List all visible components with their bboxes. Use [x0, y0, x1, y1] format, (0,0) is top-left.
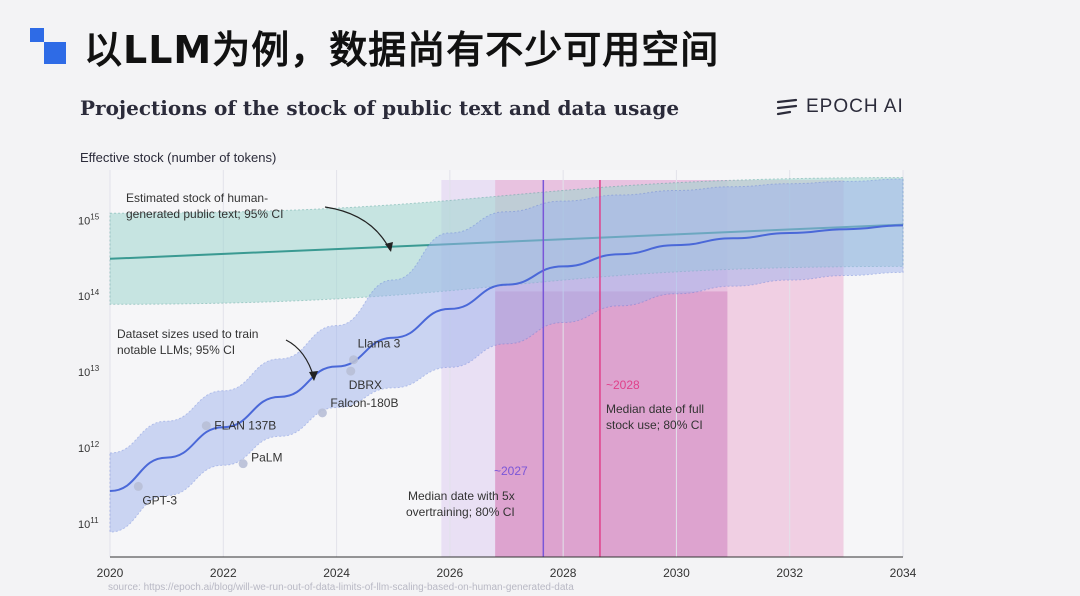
- x-tick-label: 2026: [437, 566, 464, 580]
- model-label: DBRX: [349, 378, 382, 392]
- model-label: PaLM: [251, 451, 282, 465]
- usage-annotation: notable LLMs; 95% CI: [117, 343, 235, 357]
- y-tick-label: 1013: [78, 364, 100, 379]
- x-tick-label: 2024: [323, 566, 350, 580]
- y-tick-label: 1011: [78, 516, 99, 531]
- x-tick-label: 2022: [210, 566, 237, 580]
- usage-annotation: Dataset sizes used to train: [117, 327, 258, 341]
- model-label: Falcon-180B: [330, 396, 398, 410]
- y-axis-title: Effective stock (number of tokens): [80, 150, 277, 165]
- x-tick-label: 2034: [890, 566, 917, 580]
- usage-arrowhead: [309, 371, 318, 381]
- model-point: [133, 481, 143, 491]
- stock-annotation: Estimated stock of human-: [126, 191, 268, 205]
- model-point: [346, 366, 356, 376]
- x-tick-label: 2030: [663, 566, 690, 580]
- model-label: Llama 3: [358, 337, 401, 351]
- slide-title: 以LLM为例，数据尚有不少可用空间: [84, 27, 720, 72]
- model-point: [238, 459, 248, 469]
- slide-logo-icon: [30, 28, 66, 64]
- span-overlap: [495, 291, 728, 557]
- marker-overtrain-label: ~2027: [494, 464, 528, 478]
- marker-fullstock-label: ~2028: [606, 378, 640, 392]
- x-tick-label: 2028: [550, 566, 577, 580]
- usage-ci-band: [109, 178, 904, 533]
- model-label: FLAN 137B: [214, 419, 276, 433]
- fullstock-annotation: stock use; 80% CI: [606, 418, 703, 432]
- usage-median-line: [109, 224, 904, 492]
- x-tick-label: 2032: [776, 566, 803, 580]
- y-tick-label: 1015: [78, 212, 100, 227]
- stock-annotation: generated public text; 95% CI: [126, 207, 283, 221]
- source-note: source: https://epoch.ai/blog/will-we-ru…: [108, 582, 574, 593]
- overtrain-annotation: overtraining; 80% CI: [406, 505, 515, 519]
- y-tick-label: 1014: [78, 288, 100, 303]
- stock-arrow: [324, 206, 391, 251]
- overtrain-annotation: Median date with 5x: [408, 489, 515, 503]
- stock-arrowhead: [385, 242, 393, 252]
- chart-title: Projections of the stock of public text …: [80, 96, 680, 120]
- model-label: GPT-3: [142, 493, 177, 507]
- y-tick-label: 1012: [78, 440, 100, 455]
- brand: EPOCH AI: [776, 96, 904, 118]
- epoch-logo-icon: [776, 98, 798, 116]
- model-point: [317, 408, 327, 418]
- x-tick-label: 2020: [97, 566, 124, 580]
- model-point: [201, 421, 211, 431]
- brand-name: EPOCH AI: [806, 96, 904, 117]
- model-point: [349, 355, 359, 365]
- fullstock-annotation: Median date of full: [606, 402, 704, 416]
- slide-header: 以LLM为例，数据尚有不少可用空间: [30, 16, 719, 76]
